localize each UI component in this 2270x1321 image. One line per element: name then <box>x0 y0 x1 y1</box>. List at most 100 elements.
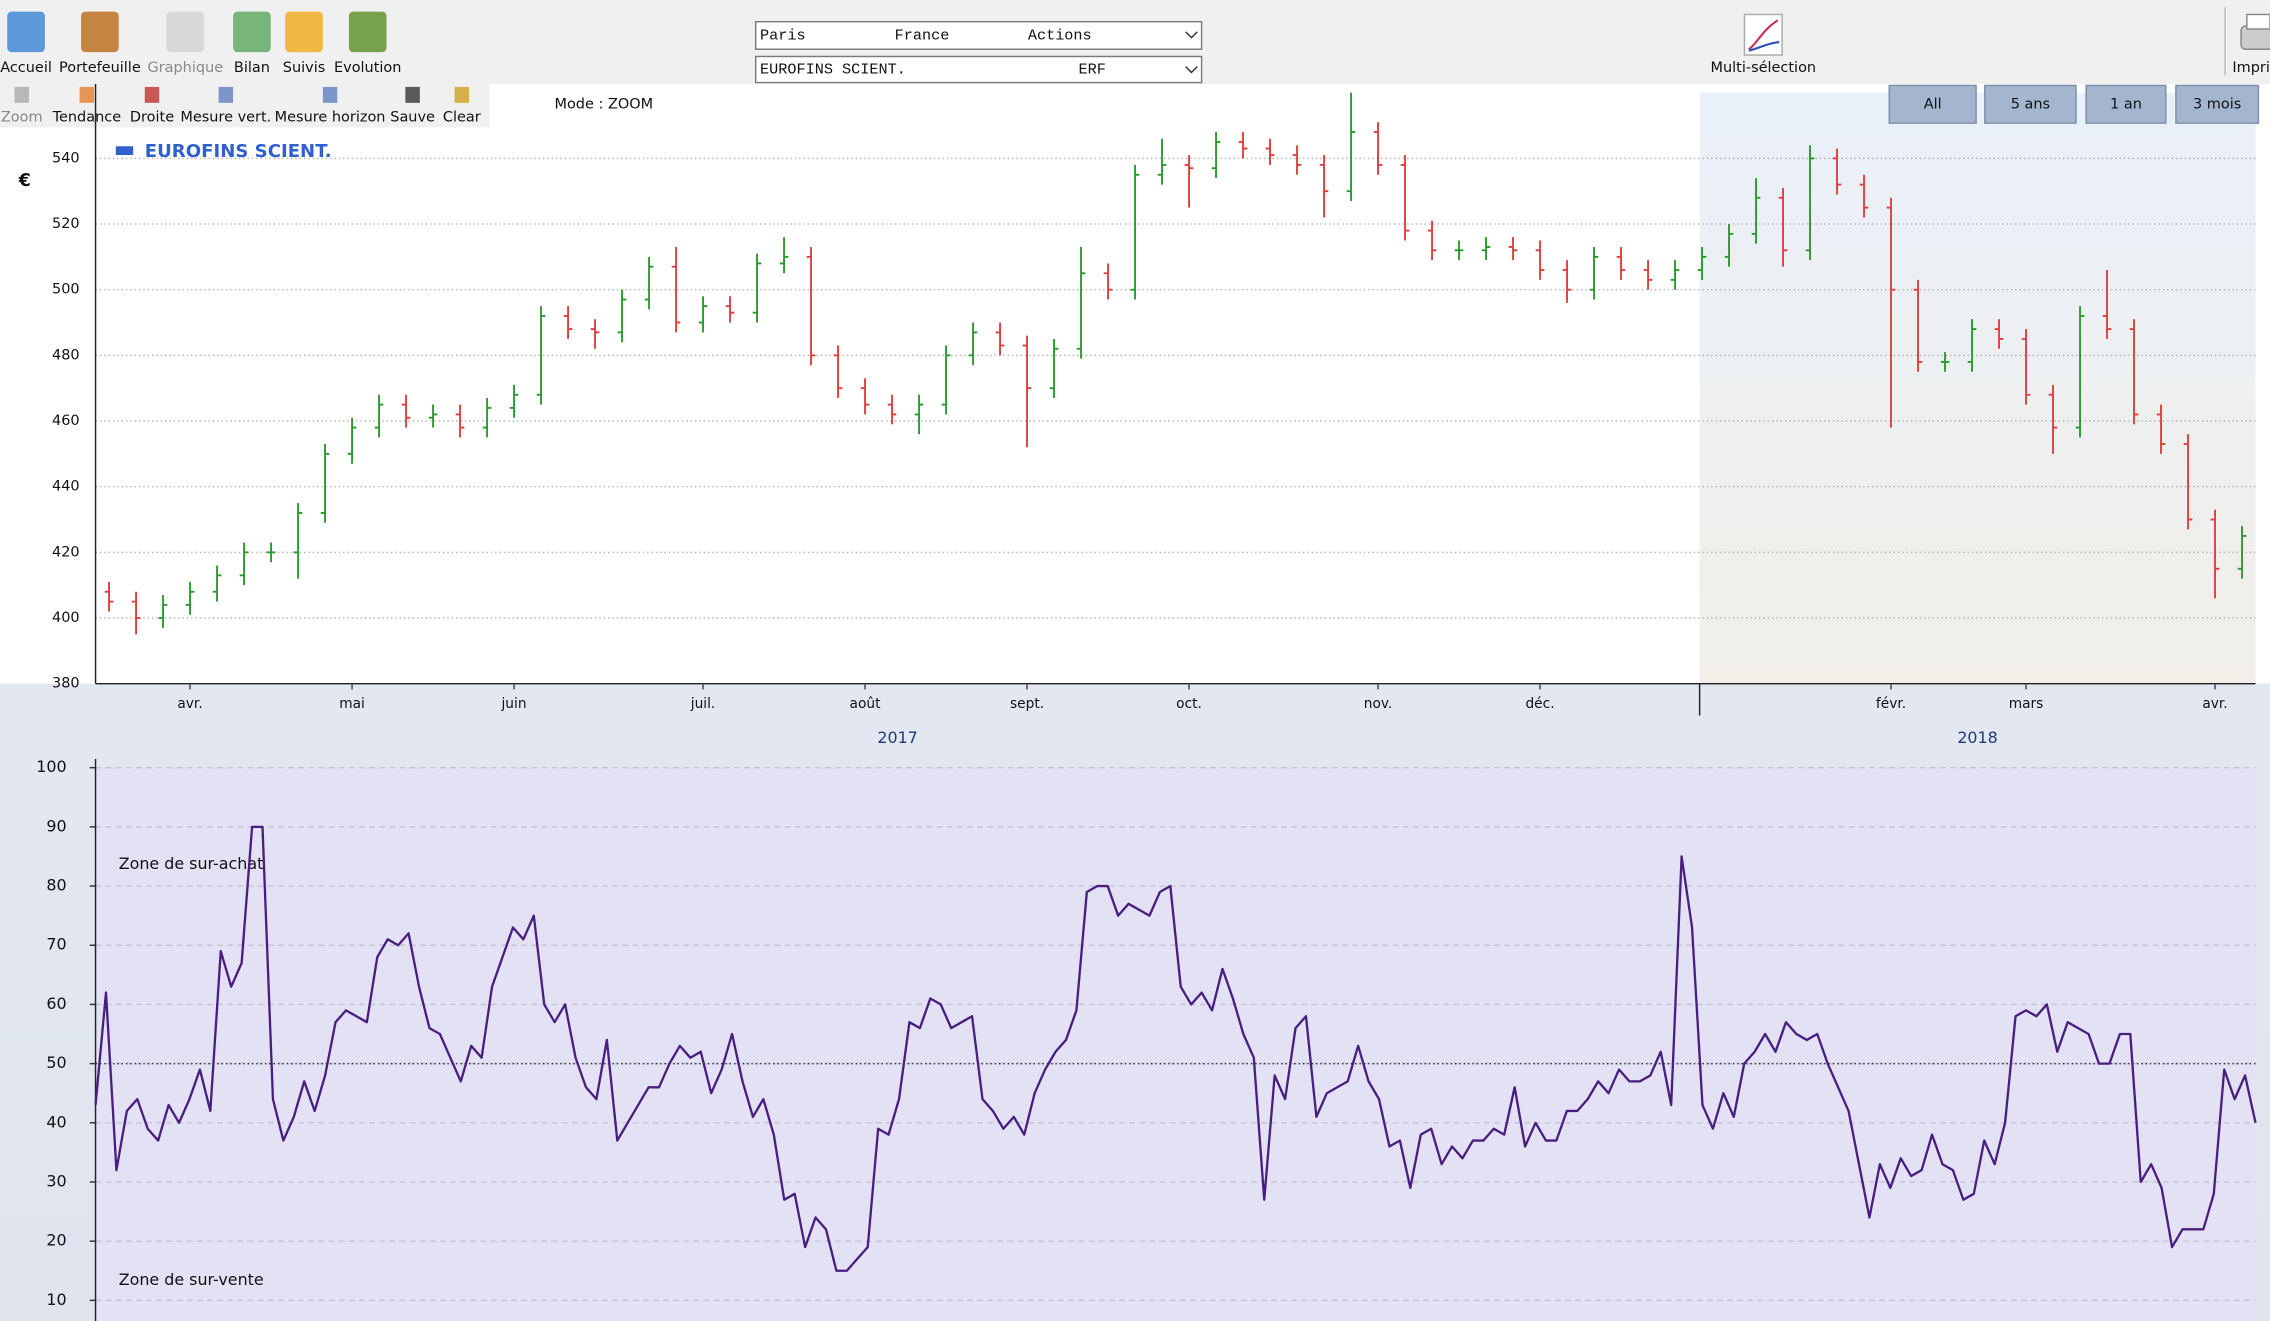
tool-button[interactable]: Clear <box>443 86 481 125</box>
y-tick-label: 60 <box>46 994 66 1013</box>
button-label: Tendance <box>52 109 122 125</box>
dropdown-text: Actions <box>1028 27 1092 45</box>
year-label: 2017 <box>877 728 917 747</box>
button-label: 3 mois <box>2193 96 2241 112</box>
mode-label: Mode : ZOOM <box>554 96 653 112</box>
toolbar-button[interactable]: Accueil <box>0 11 52 76</box>
annotation: Zone de sur-achat <box>119 854 264 873</box>
x-tick-label: févr. <box>1876 696 1906 712</box>
tool-button[interactable]: Droite <box>130 86 174 125</box>
dropdown-text: Paris <box>760 27 806 45</box>
range-button[interactable]: All <box>1888 84 1977 124</box>
y-axis-unit: € <box>18 171 31 191</box>
icon <box>81 11 119 53</box>
dropdown-text: ERF <box>1079 61 1106 79</box>
recent-period-shade <box>1699 92 2256 684</box>
dropdown-text: EUROFINS SCIENT. <box>760 61 906 79</box>
x-tick-label: nov. <box>1364 696 1393 712</box>
y-tick-label: 380 <box>52 676 80 692</box>
y-tick-label: 460 <box>52 413 80 429</box>
multi-selection-button[interactable]: Multi-sélection <box>1711 13 1817 76</box>
range-button[interactable]: 1 an <box>2085 84 2167 124</box>
y-tick-label: 500 <box>52 282 80 298</box>
icon <box>7 11 45 53</box>
x-tick-label: mars <box>2009 696 2044 712</box>
indicator-plot-background <box>95 767 2256 1321</box>
y-tick-label: 540 <box>52 150 80 166</box>
button-label: Droite <box>130 109 174 125</box>
indicator-line <box>94 825 2257 1272</box>
tool-button[interactable]: Mesure horizon <box>275 86 386 125</box>
button-label: All <box>1924 96 1942 112</box>
legend-swatch <box>115 146 134 155</box>
button-label: Graphique <box>147 60 223 76</box>
x-tick-label: oct. <box>1176 696 1202 712</box>
range-button[interactable]: 5 ans <box>1984 84 2077 124</box>
y-tick-label: 20 <box>46 1231 66 1250</box>
icon <box>285 11 323 53</box>
button-box <box>2175 84 2260 124</box>
button-label: Zoom <box>1 109 43 125</box>
y-tick-label: 440 <box>52 479 80 495</box>
exchange-dropdown[interactable]: Paris France Actions <box>754 21 1203 50</box>
icon <box>348 11 387 53</box>
icon <box>79 86 95 103</box>
x-tick-label: août <box>850 696 882 712</box>
icon <box>454 86 470 103</box>
button-label: Multi-sélection <box>1711 60 1817 76</box>
x-tick-label: mai <box>339 696 365 712</box>
x-tick-label: avr. <box>177 696 202 712</box>
icon <box>233 11 271 53</box>
y-tick-label: 480 <box>52 347 80 363</box>
tool-button[interactable]: Zoom <box>1 86 43 125</box>
dropdown-box <box>754 21 1203 50</box>
button-label: Sauve <box>390 109 435 125</box>
x-tick-label: juil. <box>690 696 716 712</box>
y-tick-label: 400 <box>52 610 80 626</box>
y-tick-label: 10 <box>46 1290 66 1309</box>
y-tick-label: 100 <box>36 757 66 776</box>
icon <box>144 86 160 103</box>
print-button[interactable]: Impri <box>2232 13 2270 76</box>
y-tick-label: 30 <box>46 1171 66 1190</box>
icon <box>14 86 29 103</box>
range-button[interactable]: 3 mois <box>2175 84 2260 124</box>
tool-button[interactable]: Tendance <box>52 86 122 125</box>
icon <box>1748 40 1780 52</box>
icon <box>1748 19 1779 51</box>
toolbar-button[interactable]: Bilan <box>233 11 271 76</box>
toolbar-button[interactable]: Portefeuille <box>59 11 141 76</box>
x-tick-label: juin <box>501 696 527 712</box>
x-tick-label: sept. <box>1010 696 1044 712</box>
button-label: 1 an <box>2110 96 2142 112</box>
button-label: Mesure horizon <box>275 109 386 125</box>
legend-label: EUROFINS SCIENT. <box>145 141 332 162</box>
tool-button[interactable]: Sauve <box>390 86 435 125</box>
button-label: Impri <box>2232 60 2270 76</box>
tool-button[interactable]: Mesure vert. <box>180 86 271 125</box>
button-box <box>1888 84 1977 124</box>
y-tick-label: 70 <box>46 935 66 954</box>
button-label: Evolution <box>334 60 401 76</box>
icon <box>322 86 338 103</box>
button-label: Mesure vert. <box>180 109 271 125</box>
y-tick-label: 90 <box>46 816 66 835</box>
button-box <box>1984 84 2077 124</box>
x-tick-label: avr. <box>2202 696 2227 712</box>
x-tick-label: déc. <box>1525 696 1554 712</box>
button-label: Suivis <box>283 60 325 76</box>
toolbar-button[interactable]: Evolution <box>334 11 401 76</box>
button-box <box>2085 84 2167 124</box>
stock-dropdown[interactable]: EUROFINS SCIENT. ERF <box>754 55 1203 84</box>
dropdown-arrow <box>1185 66 1198 74</box>
toolbar-button[interactable]: Graphique <box>147 11 223 76</box>
dropdown-text: France <box>895 27 950 45</box>
year-label: 2018 <box>1957 728 1997 747</box>
toolbar-button[interactable]: Suivis <box>283 11 325 76</box>
icon <box>405 86 420 103</box>
y-tick-label: 50 <box>46 1053 66 1072</box>
dropdown-arrow <box>1185 31 1198 39</box>
icon <box>2246 13 2270 30</box>
